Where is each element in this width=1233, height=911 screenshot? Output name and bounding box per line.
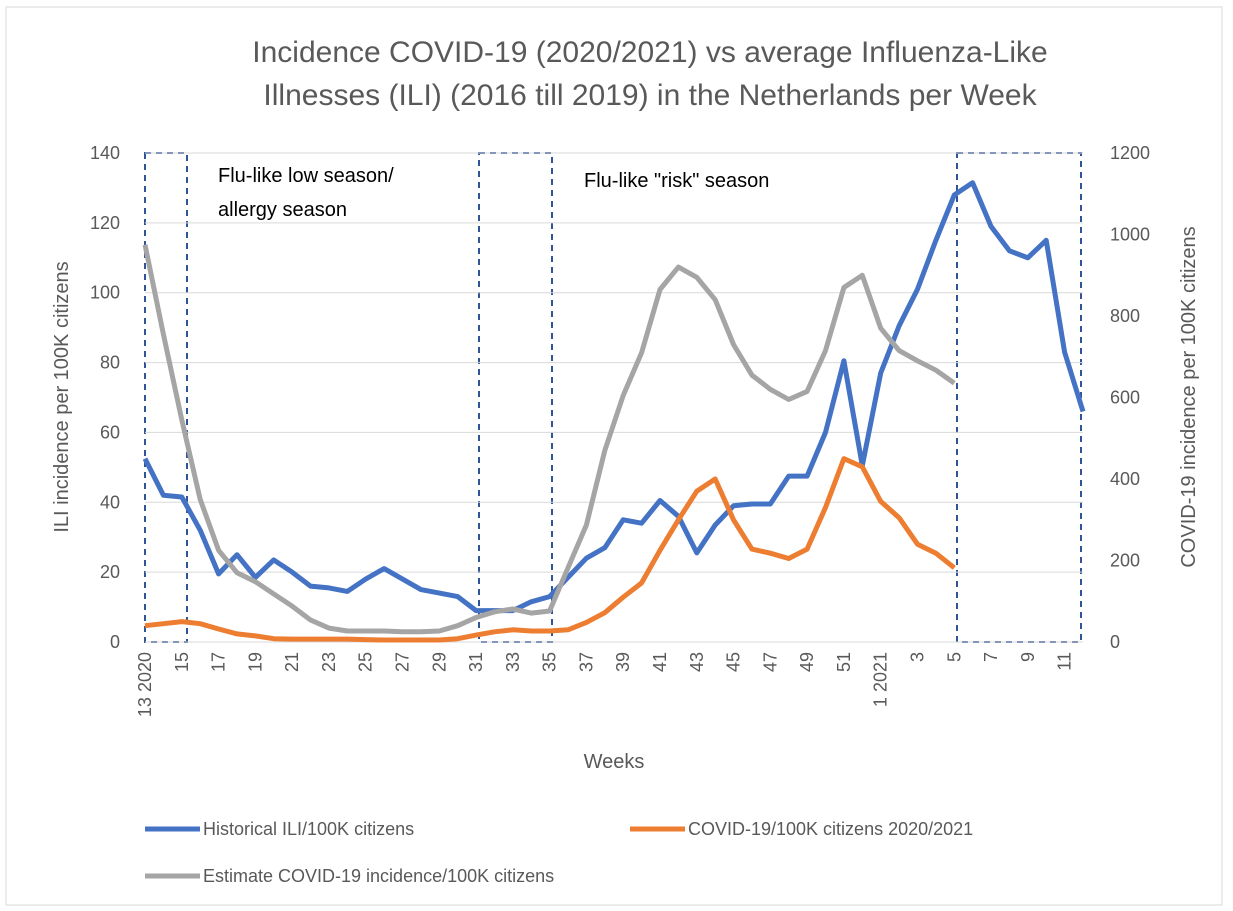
y-tick-label: 100 <box>90 283 120 303</box>
x-tick-label: 23 <box>319 652 339 672</box>
chart-title: Illnesses (ILI) (2016 till 2019) in the … <box>263 79 1037 112</box>
y-tick-label: 80 <box>100 353 120 373</box>
y2-axis-label: COVID-19 incidence per 100K citizens <box>1178 226 1200 567</box>
legend-label: Historical ILI/100K citizens <box>203 819 414 839</box>
annotation: allergy season <box>218 199 347 221</box>
annotation: Flu-like low season/ <box>218 165 394 187</box>
series-line <box>144 456 956 643</box>
x-tick-label: 41 <box>650 652 670 672</box>
chart-title: Incidence COVID-19 (2020/2021) vs averag… <box>252 36 1047 69</box>
grid: 0 20 40 60 80 100 120 140 0 200 400 600 800 1000 1200 1… <box>90 143 1150 717</box>
x-tick-label: 1 2021 <box>871 652 891 707</box>
series-line <box>142 244 956 635</box>
x-tick-label: 5 <box>944 652 964 662</box>
chart-frame <box>5 6 1223 906</box>
y-tick-label: 0 <box>110 632 120 652</box>
x-axis-label: Weeks <box>584 751 645 773</box>
y2-tick-label: 800 <box>1110 306 1140 326</box>
y2-tick-label: 200 <box>1110 551 1140 571</box>
x-tick-label: 43 <box>687 652 707 672</box>
x-tick-label: 7 <box>981 652 1001 662</box>
legend-label: Estimate COVID-19 incidence/100K citizen… <box>203 866 554 886</box>
x-tick-label: 49 <box>797 652 817 672</box>
y-tick-label: 20 <box>100 562 120 582</box>
y-axis-label: ILI incidence per 100K citizens <box>51 261 73 532</box>
series-line <box>142 180 1086 614</box>
annotation: Flu-like "risk" season <box>584 170 769 192</box>
legend-label: COVID-19/100K citizens 2020/2021 <box>688 819 973 839</box>
x-tick-label: 45 <box>724 652 744 672</box>
x-tick-label: 9 <box>1018 652 1038 662</box>
y2-tick-label: 1000 <box>1110 225 1150 245</box>
x-tick-label: 13 2020 <box>135 652 155 717</box>
x-tick-label: 25 <box>356 652 376 672</box>
y2-tick-label: 0 <box>1110 632 1120 652</box>
y2-tick-label: 600 <box>1110 388 1140 408</box>
x-tick-label: 37 <box>576 652 596 672</box>
y2-tick-label: 1200 <box>1110 143 1150 163</box>
x-tick-label: 31 <box>466 652 486 672</box>
x-tick-label: 15 <box>172 652 192 672</box>
x-tick-label: 33 <box>503 652 523 672</box>
x-tick-label: 35 <box>540 652 560 672</box>
x-tick-label: 3 <box>907 652 927 662</box>
x-tick-label: 17 <box>209 652 229 672</box>
y-tick-label: 40 <box>100 492 120 512</box>
x-tick-label: 39 <box>613 652 633 672</box>
x-tick-label: 51 <box>834 652 854 672</box>
y2-tick-label: 400 <box>1110 469 1140 489</box>
x-tick-label: 19 <box>245 652 265 672</box>
plot: Historical ILI/100K citizens COVID-19/100… <box>142 180 1086 886</box>
y-tick-label: 140 <box>90 143 120 163</box>
x-tick-label: 47 <box>760 652 780 672</box>
x-tick-label: 27 <box>392 652 412 672</box>
x-tick-label: 29 <box>429 652 449 672</box>
x-tick-label: 21 <box>282 652 302 672</box>
y-tick-label: 120 <box>90 213 120 233</box>
x-tick-label: 11 <box>1055 652 1075 671</box>
y-tick-label: 60 <box>100 422 120 442</box>
